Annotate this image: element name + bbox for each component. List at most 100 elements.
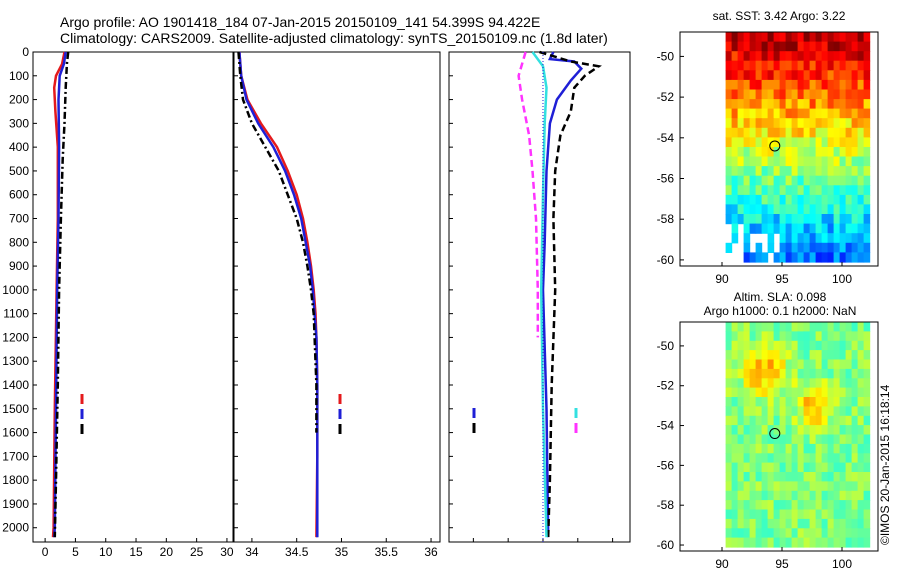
map-cell [845, 204, 853, 215]
map-cell [785, 242, 793, 253]
map-cell [731, 79, 739, 91]
map-cell [821, 223, 829, 234]
map-cell [857, 41, 865, 52]
y-tick-label: -60 [657, 253, 675, 267]
map-cell [785, 472, 793, 482]
x-tick-label: 25 [190, 545, 204, 559]
map-cell [743, 387, 751, 398]
y-tick-label: -56 [657, 458, 675, 472]
y-tick-label: 1700 [2, 449, 29, 463]
map-cell [743, 185, 751, 196]
map-cell [803, 443, 811, 454]
y-tick-label: 1800 [2, 473, 29, 487]
map-cell [761, 368, 769, 379]
plot-frame [233, 51, 441, 543]
x-tick-label: 34 [245, 545, 259, 559]
map-cell [755, 387, 763, 398]
map-cell [845, 453, 853, 464]
map-cell [773, 537, 781, 548]
map-cell [749, 166, 757, 177]
map-cell [851, 99, 859, 110]
map-cell [731, 434, 739, 445]
map-cell [779, 472, 787, 482]
map-cell [797, 322, 805, 332]
y-tick-label: 400 [9, 140, 29, 154]
map-cell [773, 204, 781, 215]
map-cell [851, 415, 859, 426]
map-cell [749, 443, 757, 454]
map-cell [809, 415, 817, 426]
map-cell [749, 509, 757, 520]
map-cell [809, 175, 817, 186]
map-cell [785, 425, 793, 436]
map-cell [791, 528, 799, 539]
map-cell [857, 500, 865, 511]
map-cell [833, 425, 841, 436]
map-cell [827, 340, 835, 351]
map-cell [767, 204, 775, 215]
map-cell [863, 443, 871, 454]
map-cell [797, 118, 805, 129]
map-cell [767, 194, 775, 206]
map-cell [839, 509, 847, 520]
map-cell [845, 166, 853, 177]
map-cell [791, 166, 799, 177]
map-cell [863, 425, 871, 436]
map-cell [815, 434, 823, 445]
map-cell [857, 252, 865, 263]
map-cell [785, 194, 793, 206]
map-cell [821, 185, 829, 196]
map-cell [761, 340, 769, 351]
map-cell [785, 322, 793, 332]
y-tick-label: -52 [657, 90, 675, 104]
map-cell [749, 415, 757, 426]
map-cell [761, 472, 769, 482]
map-cell [737, 378, 745, 389]
y-tick-label: 600 [9, 188, 29, 202]
map-cell [821, 350, 829, 361]
map-cell [749, 79, 757, 91]
map-cell [797, 137, 805, 148]
map-cell [803, 99, 811, 110]
map-cell [785, 118, 793, 129]
map-cell [797, 443, 805, 454]
map-cell [857, 233, 865, 244]
map-cell [851, 397, 859, 407]
map-cell [839, 425, 847, 436]
map-cell [809, 490, 817, 501]
map-cell [767, 350, 775, 361]
map-cell [767, 500, 775, 511]
map-cell [839, 434, 847, 445]
map-cell [827, 137, 835, 148]
map-cell [851, 331, 859, 342]
map-cell [797, 51, 805, 62]
map-cell [815, 204, 823, 215]
y-tick-label: 200 [9, 93, 29, 107]
map-cell [833, 434, 841, 445]
x-tick-label: 0 [42, 545, 49, 559]
map-cell [809, 500, 817, 511]
map-cell [845, 322, 853, 332]
map-cell [797, 387, 805, 398]
map-cell [743, 204, 751, 215]
map-cell [731, 204, 739, 215]
x-tick-label: 95 [775, 557, 789, 571]
map-cell [863, 60, 871, 71]
map-cell [845, 490, 853, 501]
map-cell [851, 137, 859, 148]
map-cell [749, 350, 757, 361]
map-cell [851, 89, 859, 100]
map-cell [815, 51, 823, 62]
map-cell [773, 60, 781, 71]
map-cell [755, 127, 763, 138]
map-cell [815, 368, 823, 379]
map-cell [755, 415, 763, 426]
map-cell [815, 223, 823, 234]
map-cell [773, 252, 781, 263]
map-cell [833, 387, 841, 398]
map-cell [767, 214, 775, 225]
map-cell [725, 350, 733, 361]
map-image [725, 32, 871, 263]
map-cell [755, 434, 763, 445]
map-cell [851, 194, 859, 206]
